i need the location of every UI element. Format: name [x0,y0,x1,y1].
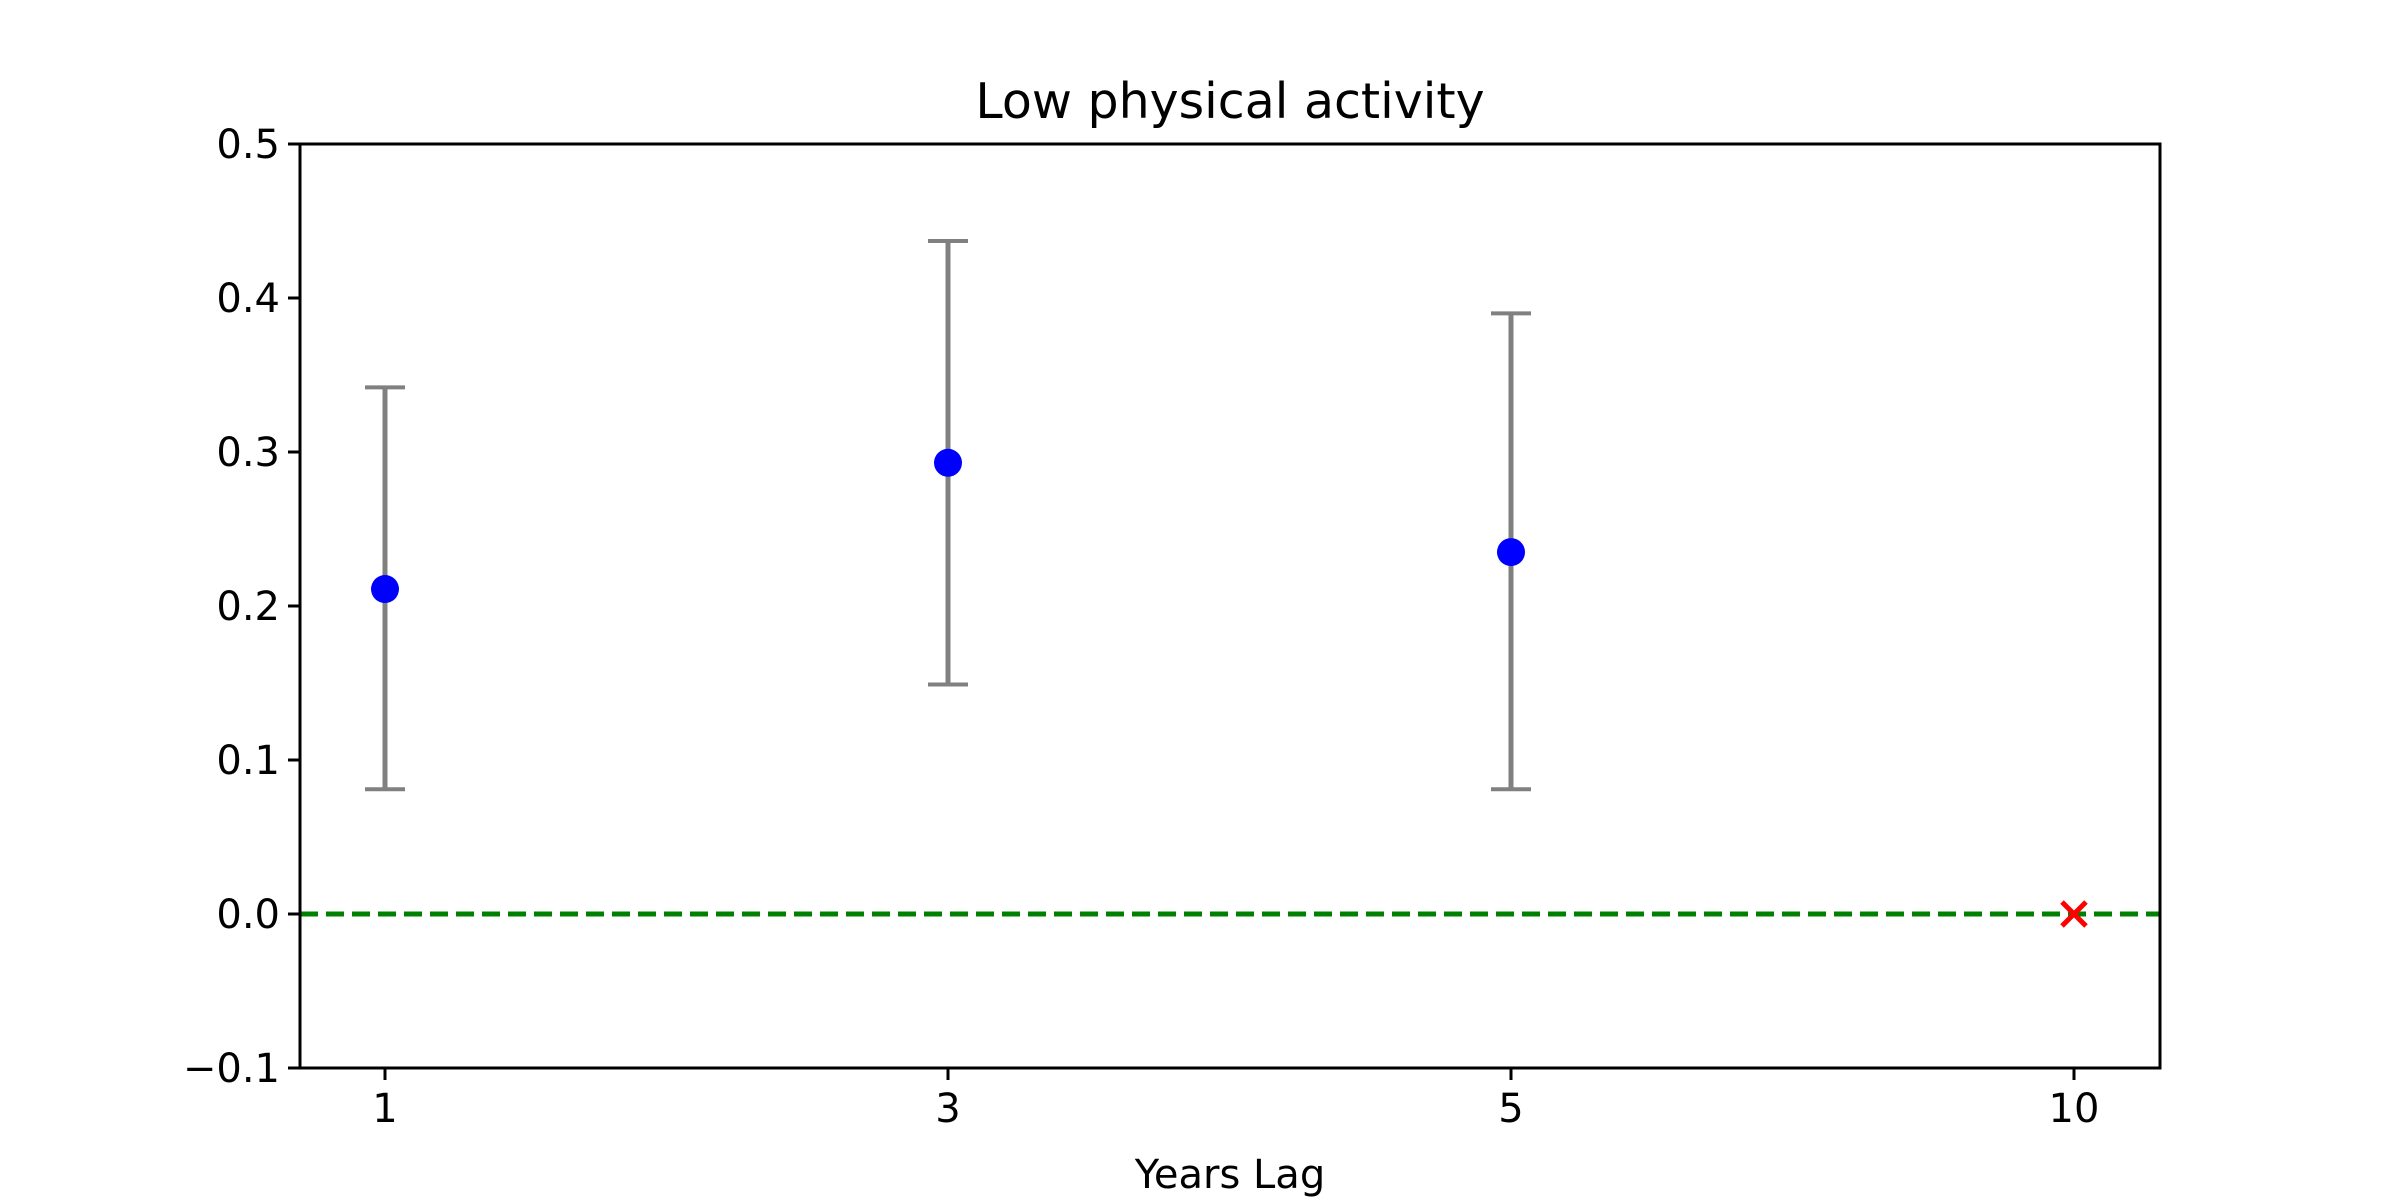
plot-area [300,239,2160,928]
x-tick-label: 1 [372,1086,397,1132]
y-tick-label: 0.5 [216,122,280,168]
x-axis: 1 3 5 10 [372,1068,2099,1132]
y-tick-label: 0.1 [216,738,280,784]
x-axis-label: Years Lag [1134,1152,1325,1198]
missing-marker [2060,900,2088,928]
data-point [934,448,962,477]
y-tick-label: 0.3 [216,430,280,476]
x-tick-label: 10 [2049,1086,2100,1132]
data-point [371,575,399,604]
y-axis: −0.1 0.0 0.1 0.2 0.3 0.4 0.5 [183,122,300,1092]
y-tick-label: 0.0 [216,892,280,938]
missing-marker-stroke [2060,900,2088,928]
chart-title: Low physical activity [975,73,1484,130]
x-tick-label: 5 [1498,1086,1523,1132]
data-point [1497,538,1525,567]
y-tick-label: 0.2 [216,584,280,630]
y-tick-label: 0.4 [216,276,280,322]
y-tick-label: −0.1 [183,1046,280,1092]
x-tick-label: 3 [935,1086,960,1132]
